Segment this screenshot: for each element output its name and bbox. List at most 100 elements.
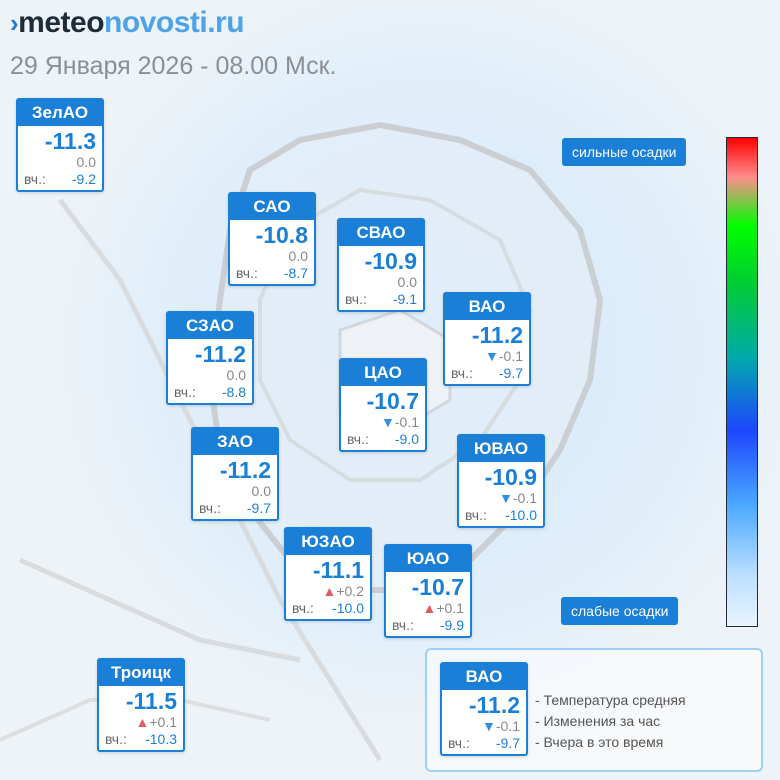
hourly-change: 0.0 [193,483,277,499]
district-card[interactable]: ЗелАО -11.3 0.0 вч.: -9.2 [16,98,104,192]
district-card[interactable]: СВАО -10.9 0.0 вч.: -9.1 [337,218,425,312]
hourly-change-value: -0.1 [512,490,537,506]
average-temperature: -11.3 [44,128,96,154]
hourly-change-value: 0.0 [397,274,417,290]
legend-sample-card: ВАО -11.2 ▼-0.1 вч.: -9.7 [440,662,528,756]
trend-up-icon: ▲ [422,600,437,616]
district-name: САО [230,194,314,220]
district-name: ЮЗАО [286,529,370,555]
hourly-change: ▼-0.1 [459,490,543,506]
trend-down-icon: ▼ [381,414,395,430]
yesterday-row: вч.: -9.9 [386,616,470,636]
district-name: ЮВАО [459,436,543,462]
district-card[interactable]: СЗАО -11.2 0.0 вч.: -8.8 [166,311,254,405]
average-temperature: -11.2 [219,457,271,483]
yesterday-row: вч.: -8.8 [168,383,252,403]
average-temperature: -11.2 [471,322,523,348]
yesterday-value: -10.3 [145,731,177,747]
yesterday-label: вч.: [292,600,314,616]
district-card[interactable]: ЮЗАО -11.1 ▲+0.2 вч.: -10.0 [284,527,372,621]
legend-text: - Температура средняя - Изменения за час… [535,690,686,753]
yesterday-value: -8.8 [221,384,246,400]
yesterday-label: вч.: [347,431,369,447]
logo-text-part1: meteo [18,6,105,39]
district-card[interactable]: Троицк -11.5 ▲+0.1 вч.: -10.3 [97,658,185,752]
trend-up-icon: ▲ [322,583,337,599]
yesterday-label: вч.: [105,731,127,747]
yesterday-value: -10.0 [332,600,364,616]
yesterday-row: вч.: -10.0 [459,506,543,526]
average-temperature: -10.9 [364,248,417,274]
district-name: ЦАО [341,360,425,386]
district-card[interactable]: ЗАО -11.2 0.0 вч.: -9.7 [191,427,279,521]
hourly-change-value: -0.1 [394,414,419,430]
yesterday-label: вч.: [236,265,258,281]
district-card[interactable]: ЦАО -10.7 ▼-0.1 вч.: -9.0 [339,358,427,452]
hourly-change: ▼-0.1 [445,348,529,364]
district-card[interactable]: ЮАО -10.7 ▲+0.1 вч.: -9.9 [384,544,472,638]
yesterday-label: вч.: [392,617,414,633]
legend-line-yesterday: - Вчера в это время [535,734,664,750]
hourly-change: ▲+0.1 [99,714,183,730]
hourly-change-value: +0.2 [336,583,364,599]
hourly-change: 0.0 [230,248,314,264]
hourly-change-value: 0.0 [288,248,308,264]
district-card[interactable]: ЮВАО -10.9 ▼-0.1 вч.: -10.0 [457,434,545,528]
yesterday-label: вч.: [451,365,473,381]
precipitation-scale-bar [726,137,758,627]
hourly-change: ▼-0.1 [341,414,425,430]
yesterday-label: вч.: [199,500,221,516]
site-logo[interactable]: ›meteonovosti.ru [10,6,245,40]
yesterday-label: вч.: [465,507,487,523]
yesterday-value: -9.0 [394,431,419,447]
logo-text-part2: novosti.ru [104,6,245,39]
district-name: ЮАО [386,546,470,572]
average-temperature: -11.2 [468,692,520,718]
average-temperature: -10.7 [366,388,419,414]
yesterday-value: -9.7 [498,365,523,381]
district-name: СВАО [339,220,423,246]
yesterday-row: вч.: -9.7 [445,364,529,384]
hourly-change: ▼-0.1 [442,718,526,734]
average-temperature: -11.2 [194,341,246,367]
yesterday-row: вч.: -10.0 [286,599,370,619]
yesterday-value: -9.7 [246,500,271,516]
district-name: Троицк [99,660,183,686]
yesterday-value: -9.2 [71,171,96,187]
yesterday-row: вч.: -10.3 [99,730,183,750]
yesterday-label: вч.: [345,291,367,307]
yesterday-row: вч.: -8.7 [230,264,314,284]
hourly-change: 0.0 [339,274,423,290]
yesterday-value: -9.7 [495,735,520,751]
hourly-change-value: +0.1 [149,714,177,730]
hourly-change: 0.0 [168,367,252,383]
yesterday-label: вч.: [174,384,196,400]
average-temperature: -11.1 [312,557,364,583]
trend-down-icon: ▼ [485,348,499,364]
precip-strong-label: сильные осадки [562,138,687,166]
legend-panel: ВАО -11.2 ▼-0.1 вч.: -9.7 - Температура сред… [425,648,763,772]
legend-line-temp: - Температура средняя [535,692,686,708]
precip-weak-label: слабые осадки [561,597,679,625]
yesterday-value: -8.7 [283,265,308,281]
district-card[interactable]: ВАО -11.2 ▼-0.1 вч.: -9.7 [443,292,531,386]
trend-up-icon: ▲ [135,714,150,730]
trend-down-icon: ▼ [482,718,496,734]
hourly-change-value: +0.1 [436,600,464,616]
hourly-change-value: 0.0 [251,483,271,499]
yesterday-label: вч.: [24,171,46,187]
hourly-change-value: -0.1 [495,718,520,734]
yesterday-row: вч.: -9.7 [442,734,526,754]
district-card[interactable]: САО -10.8 0.0 вч.: -8.7 [228,192,316,286]
yesterday-row: вч.: -9.1 [339,290,423,310]
yesterday-row: вч.: -9.7 [193,499,277,519]
trend-down-icon: ▼ [499,490,513,506]
yesterday-value: -10.0 [505,507,537,523]
yesterday-row: вч.: -9.0 [341,430,425,450]
legend-line-change: - Изменения за час [535,713,661,729]
hourly-change: ▲+0.1 [386,600,470,616]
observation-date: 29 Января 2026 - 08.00 Мск. [10,52,337,80]
average-temperature: -10.7 [411,574,464,600]
average-temperature: -10.8 [255,222,308,248]
hourly-change: 0.0 [18,154,102,170]
